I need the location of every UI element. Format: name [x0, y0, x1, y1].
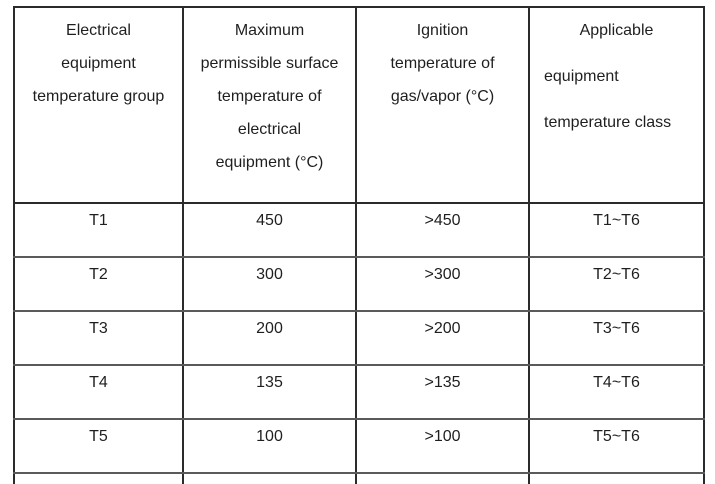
cell-group: T4 — [13, 364, 184, 420]
table-row-t1: T1 450 >450 T1~T6 — [13, 202, 705, 258]
header-line: Ignition — [416, 22, 469, 39]
cell-max-surface-temp: 450 — [182, 202, 357, 258]
cell-ignition-temp: >100 — [355, 418, 530, 474]
cell-applicable-class: T3~T6 — [528, 310, 705, 366]
cell-max-surface-temp: 85 — [182, 472, 357, 484]
header-line: Applicable — [579, 22, 654, 39]
cell-group: T2 — [13, 256, 184, 312]
table-header-row: Electrical equipment temperature group M… — [13, 6, 705, 204]
cell-ignition-temp: >200 — [355, 310, 530, 366]
table-row-t3: T3 200 >200 T3~T6 — [13, 310, 705, 366]
cell-applicable-class: T5~T6 — [528, 418, 705, 474]
cell-group: T5 — [13, 418, 184, 474]
table-row-t2: T2 300 >300 T2~T6 — [13, 256, 705, 312]
header-line: gas/vapor (°C) — [390, 88, 495, 105]
table-row-t4: T4 135 >135 T4~T6 — [13, 364, 705, 420]
cell-ignition-temp: >300 — [355, 256, 530, 312]
cell-applicable-class: T4~T6 — [528, 364, 705, 420]
table-row-t6: T6 85 >85 T6 — [13, 472, 705, 484]
header-line: equipment — [61, 55, 136, 72]
table-row-t5: T5 100 >100 T5~T6 — [13, 418, 705, 474]
cell-max-surface-temp: 300 — [182, 256, 357, 312]
cell-applicable-class: T6 — [528, 472, 705, 484]
cell-group: T6 — [13, 472, 184, 484]
cell-ignition-temp: >85 — [355, 472, 530, 484]
header-line: temperature of — [217, 88, 322, 105]
header-cell-max-surface-temperature: Maximum permissible surface temperature … — [182, 6, 357, 204]
cell-applicable-class: T2~T6 — [528, 256, 705, 312]
header-line: Maximum — [234, 22, 305, 39]
cell-applicable-class: T1~T6 — [528, 202, 705, 258]
cell-max-surface-temp: 100 — [182, 418, 357, 474]
cell-ignition-temp: >450 — [355, 202, 530, 258]
table-body: T1 450 >450 T1~T6 T2 300 >300 T2~T6 T3 2… — [13, 202, 705, 484]
header-line: permissible surface — [200, 55, 339, 72]
cell-max-surface-temp: 135 — [182, 364, 357, 420]
cell-group: T1 — [13, 202, 184, 258]
temperature-class-table: Electrical equipment temperature group M… — [13, 6, 705, 484]
header-cell-ignition-temperature: Ignition temperature of gas/vapor (°C) — [355, 6, 530, 204]
cell-group: T3 — [13, 310, 184, 366]
header-line: temperature class — [544, 114, 672, 131]
header-line: equipment (°C) — [215, 154, 324, 171]
cell-max-surface-temp: 200 — [182, 310, 357, 366]
header-line: temperature of — [390, 55, 495, 72]
header-line: temperature group — [32, 88, 165, 105]
header-line: Electrical — [66, 22, 131, 39]
header-cell-applicable-class: Applicable equipment temperature class — [528, 6, 705, 204]
header-cell-temperature-group: Electrical equipment temperature group — [13, 6, 184, 204]
cell-ignition-temp: >135 — [355, 364, 530, 420]
header-line: electrical — [237, 121, 302, 138]
header-line: equipment — [544, 68, 619, 85]
